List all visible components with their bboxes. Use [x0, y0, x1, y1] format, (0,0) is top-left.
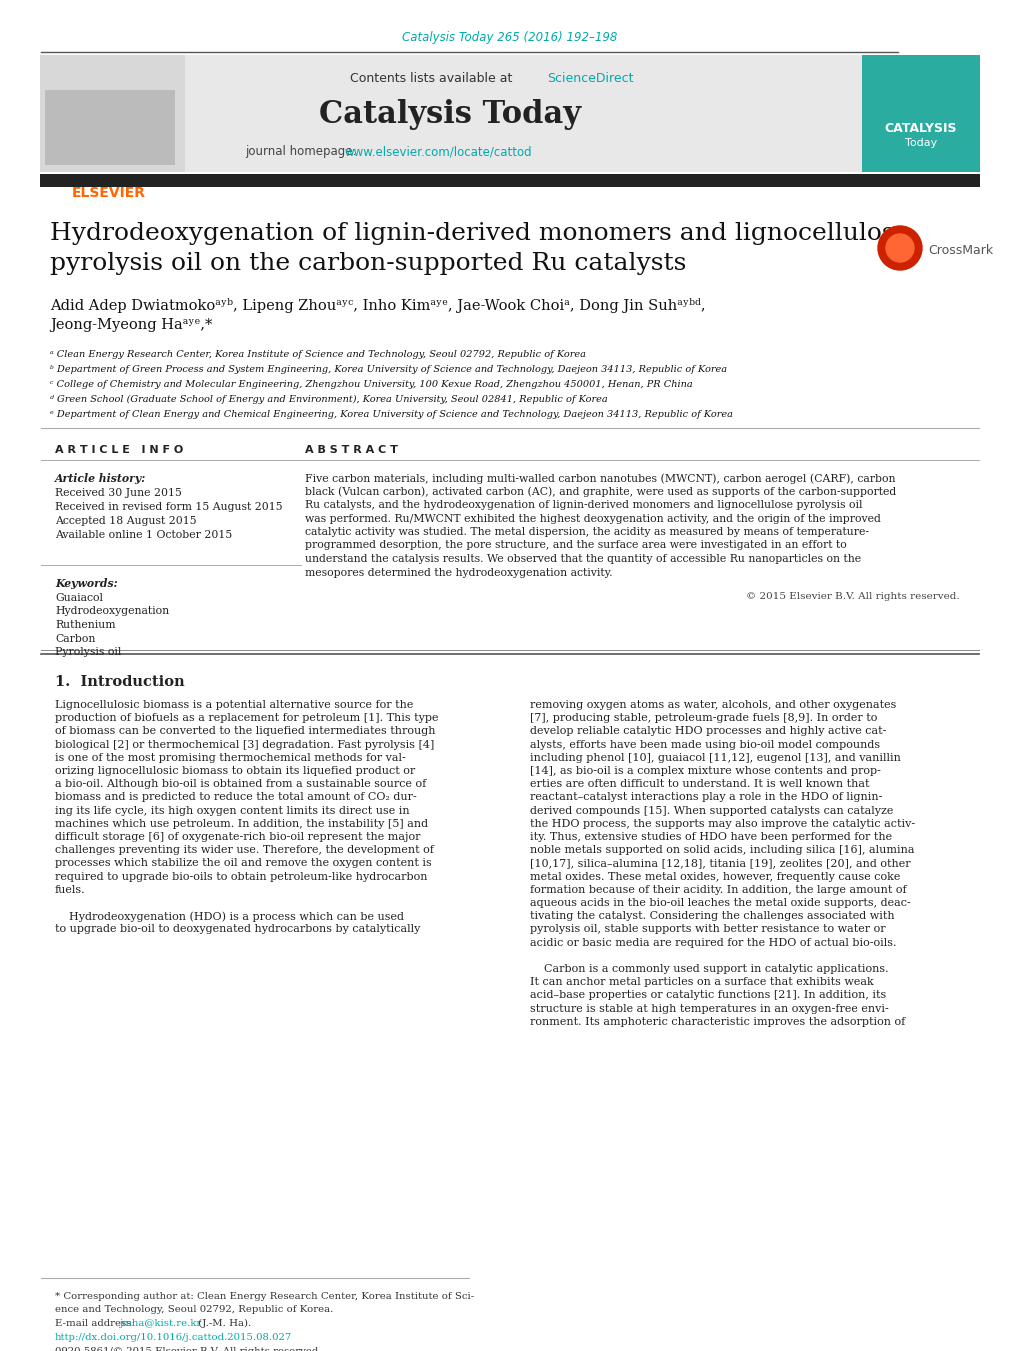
Text: CATALYSIS: CATALYSIS [883, 122, 956, 135]
Text: Received 30 June 2015: Received 30 June 2015 [55, 488, 181, 499]
Text: Ruthenium: Ruthenium [55, 620, 115, 630]
Circle shape [886, 234, 913, 262]
Text: ing its life cycle, its high oxygen content limits its direct use in: ing its life cycle, its high oxygen cont… [55, 805, 410, 816]
Text: Carbon is a commonly used support in catalytic applications.: Carbon is a commonly used support in cat… [530, 965, 888, 974]
Text: derived compounds [15]. When supported catalysts can catalyze: derived compounds [15]. When supported c… [530, 805, 893, 816]
Text: develop reliable catalytic HDO processes and highly active cat-: develop reliable catalytic HDO processes… [530, 727, 886, 736]
Text: alysts, efforts have been made using bio-oil model compounds: alysts, efforts have been made using bio… [530, 739, 879, 750]
Text: fuels.: fuels. [55, 885, 86, 894]
Text: Carbon: Carbon [55, 634, 96, 643]
Text: It can anchor metal particles on a surface that exhibits weak: It can anchor metal particles on a surfa… [530, 977, 873, 988]
Text: processes which stabilize the oil and remove the oxygen content is: processes which stabilize the oil and re… [55, 858, 431, 869]
Text: Hydrodeoxygenation: Hydrodeoxygenation [55, 607, 169, 616]
Text: Hydrodeoxygenation of lignin-derived monomers and lignocellulose: Hydrodeoxygenation of lignin-derived mon… [50, 222, 909, 245]
Text: E-mail address:: E-mail address: [55, 1319, 138, 1328]
Text: CrossMark: CrossMark [927, 243, 993, 257]
FancyBboxPatch shape [861, 55, 979, 172]
Text: challenges preventing its wider use. Therefore, the development of: challenges preventing its wider use. The… [55, 846, 433, 855]
Text: pyrolysis oil on the carbon-supported Ru catalysts: pyrolysis oil on the carbon-supported Ru… [50, 253, 686, 276]
Text: programmed desorption, the pore structure, and the surface area were investigate: programmed desorption, the pore structur… [305, 540, 846, 550]
Text: Catalysis Today 265 (2016) 192–198: Catalysis Today 265 (2016) 192–198 [401, 31, 618, 45]
Text: ᶜ College of Chemistry and Molecular Engineering, Zhengzhou University, 100 Kexu: ᶜ College of Chemistry and Molecular Eng… [50, 380, 692, 389]
Text: © 2015 Elsevier B.V. All rights reserved.: © 2015 Elsevier B.V. All rights reserved… [746, 592, 959, 601]
Text: catalytic activity was studied. The metal dispersion, the acidity as measured by: catalytic activity was studied. The meta… [305, 527, 868, 536]
Text: [7], producing stable, petroleum-grade fuels [8,9]. In order to: [7], producing stable, petroleum-grade f… [530, 713, 876, 723]
Text: http://dx.doi.org/10.1016/j.cattod.2015.08.027: http://dx.doi.org/10.1016/j.cattod.2015.… [55, 1333, 292, 1342]
Text: ronment. Its amphoteric characteristic improves the adsorption of: ronment. Its amphoteric characteristic i… [530, 1017, 905, 1027]
Text: Lignocellulosic biomass is a potential alternative source for the: Lignocellulosic biomass is a potential a… [55, 700, 413, 711]
Text: biomass and is predicted to reduce the total amount of CO₂ dur-: biomass and is predicted to reduce the t… [55, 793, 417, 802]
Text: Adid Adep Dwiatmokoᵃʸᵇ, Lipeng Zhouᵃʸᶜ, Inho Kimᵃʸᵉ, Jae-Wook Choiᵃ, Dong Jin Su: Adid Adep Dwiatmokoᵃʸᵇ, Lipeng Zhouᵃʸᶜ, … [50, 299, 705, 313]
FancyBboxPatch shape [45, 91, 175, 165]
Text: acidic or basic media are required for the HDO of actual bio-oils.: acidic or basic media are required for t… [530, 938, 896, 947]
Text: a bio-oil. Although bio-oil is obtained from a sustainable source of: a bio-oil. Although bio-oil is obtained … [55, 780, 426, 789]
Text: ᵇ Department of Green Process and System Engineering, Korea University of Scienc: ᵇ Department of Green Process and System… [50, 365, 727, 374]
Text: biological [2] or thermochemical [3] degradation. Fast pyrolysis [4]: biological [2] or thermochemical [3] deg… [55, 739, 434, 750]
Text: formation because of their acidity. In addition, the large amount of: formation because of their acidity. In a… [530, 885, 906, 894]
Text: noble metals supported on solid acids, including silica [16], alumina: noble metals supported on solid acids, i… [530, 846, 914, 855]
Text: difficult storage [6] of oxygenate-rich bio-oil represent the major: difficult storage [6] of oxygenate-rich … [55, 832, 420, 842]
Text: Contents lists available at: Contents lists available at [350, 72, 516, 85]
Text: reactant–catalyst interactions play a role in the HDO of lignin-: reactant–catalyst interactions play a ro… [530, 793, 881, 802]
Text: production of biofuels as a replacement for petroleum [1]. This type: production of biofuels as a replacement … [55, 713, 438, 723]
Text: www.elsevier.com/locate/cattod: www.elsevier.com/locate/cattod [344, 146, 532, 158]
Text: structure is stable at high temperatures in an oxygen-free envi-: structure is stable at high temperatures… [530, 1004, 888, 1013]
Text: orizing lignocellulosic biomass to obtain its liquefied product or: orizing lignocellulosic biomass to obtai… [55, 766, 415, 775]
Text: (J.-M. Ha).: (J.-M. Ha). [195, 1319, 251, 1328]
Text: ᵃ Clean Energy Research Center, Korea Institute of Science and Technology, Seoul: ᵃ Clean Energy Research Center, Korea In… [50, 350, 586, 359]
Text: Pyrolysis oil: Pyrolysis oil [55, 647, 121, 657]
Text: A R T I C L E   I N F O: A R T I C L E I N F O [55, 444, 183, 455]
Text: [10,17], silica–alumina [12,18], titania [19], zeolites [20], and other: [10,17], silica–alumina [12,18], titania… [530, 858, 910, 869]
FancyBboxPatch shape [40, 55, 861, 172]
Text: tivating the catalyst. Considering the challenges associated with: tivating the catalyst. Considering the c… [530, 911, 894, 921]
Text: pyrolysis oil, stable supports with better resistance to water or: pyrolysis oil, stable supports with bett… [530, 924, 884, 935]
Text: 0920-5861/© 2015 Elsevier B.V. All rights reserved.: 0920-5861/© 2015 Elsevier B.V. All right… [55, 1347, 321, 1351]
Text: acid–base properties or catalytic functions [21]. In addition, its: acid–base properties or catalytic functi… [530, 990, 886, 1000]
Text: [14], as bio-oil is a complex mixture whose contents and prop-: [14], as bio-oil is a complex mixture wh… [530, 766, 880, 775]
Text: of biomass can be converted to the liquefied intermediates through: of biomass can be converted to the lique… [55, 727, 435, 736]
Text: Today: Today [904, 138, 936, 149]
Text: metal oxides. These metal oxides, however, frequently cause coke: metal oxides. These metal oxides, howeve… [530, 871, 900, 882]
Text: erties are often difficult to understand. It is well known that: erties are often difficult to understand… [530, 780, 868, 789]
Text: Hydrodeoxygenation (HDO) is a process which can be used: Hydrodeoxygenation (HDO) is a process wh… [55, 911, 404, 921]
Text: Catalysis Today: Catalysis Today [319, 100, 581, 131]
Text: Article history:: Article history: [55, 473, 146, 484]
Text: including phenol [10], guaiacol [11,12], eugenol [13], and vanillin: including phenol [10], guaiacol [11,12],… [530, 753, 900, 763]
Text: was performed. Ru/MWCNT exhibited the highest deoxygenation activity, and the or: was performed. Ru/MWCNT exhibited the hi… [305, 513, 880, 523]
Text: the HDO process, the supports may also improve the catalytic activ-: the HDO process, the supports may also i… [530, 819, 914, 828]
Text: removing oxygen atoms as water, alcohols, and other oxygenates: removing oxygen atoms as water, alcohols… [530, 700, 896, 711]
Text: aqueous acids in the bio-oil leaches the metal oxide supports, deac-: aqueous acids in the bio-oil leaches the… [530, 898, 910, 908]
Text: required to upgrade bio-oils to obtain petroleum-like hydrocarbon: required to upgrade bio-oils to obtain p… [55, 871, 427, 882]
Text: Guaiacol: Guaiacol [55, 593, 103, 603]
FancyBboxPatch shape [40, 174, 979, 186]
Text: Five carbon materials, including multi-walled carbon nanotubes (MWCNT), carbon a: Five carbon materials, including multi-w… [305, 473, 895, 484]
Text: Ru catalysts, and the hydrodeoxygenation of lignin-derived monomers and lignocel: Ru catalysts, and the hydrodeoxygenation… [305, 500, 862, 509]
Text: Accepted 18 August 2015: Accepted 18 August 2015 [55, 516, 197, 526]
Text: understand the catalysis results. We observed that the quantity of accessible Ru: understand the catalysis results. We obs… [305, 554, 860, 563]
Text: Jeong-Myeong Haᵃʸᵉ,*: Jeong-Myeong Haᵃʸᵉ,* [50, 317, 212, 332]
Text: ity. Thus, extensive studies of HDO have been performed for the: ity. Thus, extensive studies of HDO have… [530, 832, 892, 842]
Text: ᵉ Department of Clean Energy and Chemical Engineering, Korea University of Scien: ᵉ Department of Clean Energy and Chemica… [50, 409, 733, 419]
Text: machines which use petroleum. In addition, the instability [5] and: machines which use petroleum. In additio… [55, 819, 428, 828]
Text: ence and Technology, Seoul 02792, Republic of Korea.: ence and Technology, Seoul 02792, Republ… [55, 1305, 333, 1315]
Text: jmha@kist.re.kr: jmha@kist.re.kr [120, 1319, 202, 1328]
Text: Received in revised form 15 August 2015: Received in revised form 15 August 2015 [55, 503, 282, 512]
Text: Keywords:: Keywords: [55, 578, 117, 589]
Text: is one of the most promising thermochemical methods for val-: is one of the most promising thermochemi… [55, 753, 406, 763]
FancyBboxPatch shape [40, 55, 184, 172]
Text: black (Vulcan carbon), activated carbon (AC), and graphite, were used as support: black (Vulcan carbon), activated carbon … [305, 486, 896, 497]
Text: * Corresponding author at: Clean Energy Research Center, Korea Institute of Sci-: * Corresponding author at: Clean Energy … [55, 1292, 474, 1301]
Circle shape [877, 226, 921, 270]
Text: journal homepage:: journal homepage: [245, 146, 360, 158]
Text: ELSEVIER: ELSEVIER [72, 186, 146, 200]
Text: Available online 1 October 2015: Available online 1 October 2015 [55, 530, 232, 540]
Text: ScienceDirect: ScienceDirect [546, 72, 633, 85]
Text: mesopores determined the hydrodeoxygenation activity.: mesopores determined the hydrodeoxygenat… [305, 567, 612, 577]
Text: to upgrade bio-oil to deoxygenated hydrocarbons by catalytically: to upgrade bio-oil to deoxygenated hydro… [55, 924, 420, 935]
Text: A B S T R A C T: A B S T R A C T [305, 444, 397, 455]
Text: ᵈ Green School (Graduate School of Energy and Environment), Korea University, Se: ᵈ Green School (Graduate School of Energ… [50, 394, 607, 404]
Text: 1.  Introduction: 1. Introduction [55, 676, 184, 689]
